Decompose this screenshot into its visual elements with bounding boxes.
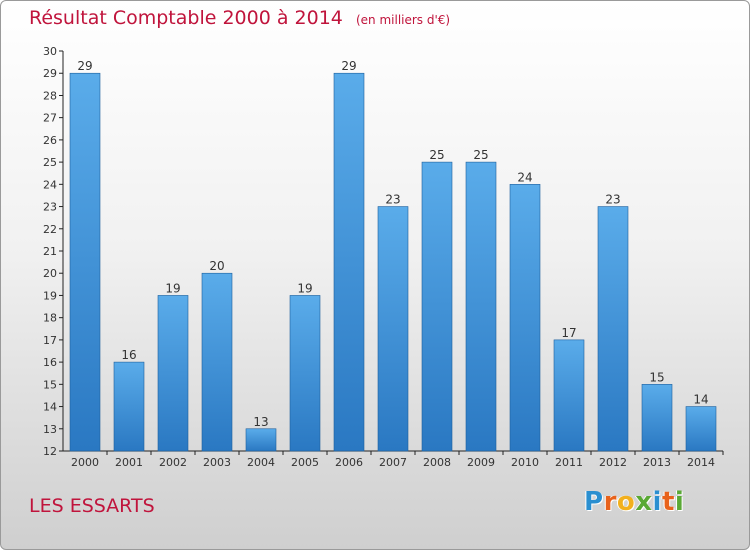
data-label-2001: 16 [121,348,136,362]
y-tick-label: 30 [43,45,57,58]
y-tick-label: 13 [43,423,57,436]
x-tick-label: 2001 [115,456,143,469]
data-label-2009: 25 [473,148,488,162]
y-tick-label: 14 [43,401,57,414]
data-label-2007: 23 [385,193,400,207]
x-tick-label: 2011 [555,456,583,469]
y-tick-label: 25 [43,156,57,169]
bar-2005 [289,295,321,452]
y-tick-label: 15 [43,378,57,391]
x-tick-label: 2002 [159,456,187,469]
bar-2002 [157,295,189,452]
data-label-2004: 13 [253,415,268,429]
data-label-2003: 20 [209,259,224,273]
data-label-2013: 15 [649,370,664,384]
data-label-2008: 25 [429,148,444,162]
bar-2014 [685,406,717,452]
y-tick-label: 29 [43,67,57,80]
x-tick-label: 2006 [335,456,363,469]
data-label-2010: 24 [517,170,532,184]
bar-2012 [597,206,629,452]
bar-2013 [641,384,673,452]
logo-letter: P [584,487,604,517]
x-tick-label: 2014 [687,456,715,469]
logo-letter: x [635,487,653,517]
data-label-2014: 14 [693,393,708,407]
bar-2003 [201,272,233,452]
y-tick-label: 28 [43,89,57,102]
x-tick-label: 2005 [291,456,319,469]
logo-letter: r [603,487,617,517]
bar-2004 [245,428,277,452]
x-tick-label: 2013 [643,456,671,469]
y-tick-label: 26 [43,134,57,147]
y-tick-label: 19 [43,289,57,302]
data-labels: 29 16 19 20 13 19 29 23 25 25 24 17 23 15 14 [77,59,708,429]
commune-name: LES ESSARTS [29,495,155,517]
data-label-2002: 19 [165,281,180,295]
y-tick-label: 23 [43,201,57,214]
x-tick-label: 2004 [247,456,275,469]
y-tick-label: 21 [43,245,57,258]
data-label-2005: 19 [297,281,312,295]
data-label-2011: 17 [561,326,576,340]
y-tick-label: 22 [43,223,57,236]
bars [69,72,717,452]
chart-title: Résultat Comptable 2000 à 2014 (en milli… [29,7,450,29]
x-tick-label: 2012 [599,456,627,469]
x-tick-label: 2007 [379,456,407,469]
y-tick-label: 27 [43,112,57,125]
chart-title-text: Résultat Comptable 2000 à 2014 [29,7,343,29]
proxiti-logo: Proxiti [584,487,684,517]
x-tick-label: 2010 [511,456,539,469]
bar-2009 [465,161,497,452]
logo-letter: o [616,487,636,517]
y-tick-label: 18 [43,312,57,325]
x-tick-label: 2008 [423,456,451,469]
x-tick-label: 2003 [203,456,231,469]
logo-letter: i [652,487,662,517]
x-tick-label: 2000 [71,456,99,469]
data-label-2012: 23 [605,193,620,207]
y-tick-label: 12 [43,445,57,458]
bar-2007 [377,206,409,452]
data-label-2000: 29 [77,59,92,73]
y-tick-label: 16 [43,356,57,369]
bar-2011 [553,339,585,452]
logo-letter: t [661,487,675,517]
y-tick-label: 17 [43,334,57,347]
bar-2006 [333,72,365,452]
bar-2008 [421,161,453,452]
logo-letter: i [674,487,685,517]
bar-2010 [509,184,541,452]
y-tick-label: 20 [43,267,57,280]
y-tick-label: 24 [43,178,57,191]
x-tick-label: 2009 [467,456,495,469]
bar-2000 [69,72,101,452]
chart-unit: (en milliers d'€) [355,13,451,27]
bar-2001 [113,361,145,452]
data-label-2006: 29 [341,59,356,73]
